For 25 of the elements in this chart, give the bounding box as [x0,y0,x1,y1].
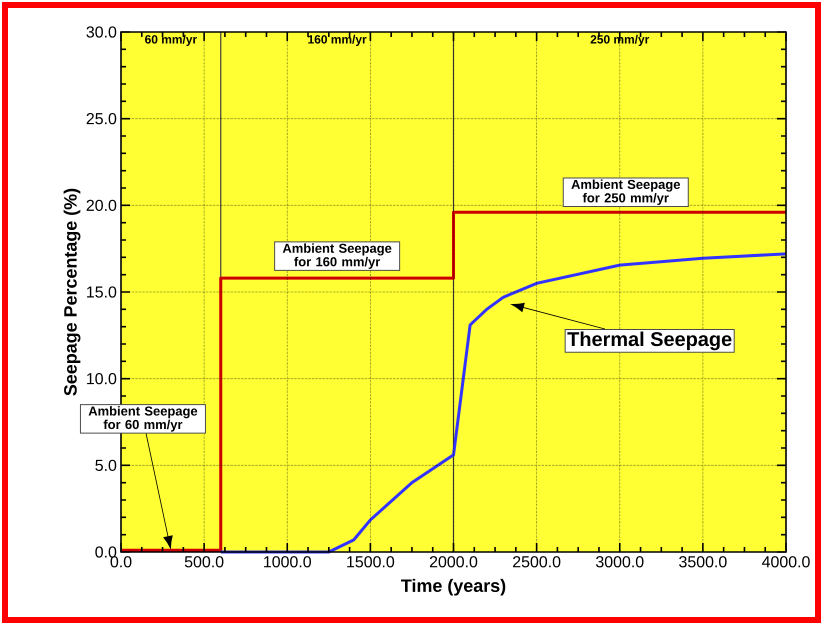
x-tick-label: 4000.0 [762,556,810,568]
y-tick-label: 15.0 [87,286,116,298]
y-tick-label: 20.0 [86,200,116,211]
x-tick-label: 1000.0 [264,556,311,568]
x-tick-label: 500.0 [184,556,224,568]
x-tick-label: 1500.0 [347,556,394,568]
band-label: 250 mm/yr [590,34,650,46]
y-tick-label: 10.0 [87,373,116,384]
annotation: Ambient Seepage for 250 mm/yr [571,179,680,206]
band-label: 160 mm/yr [308,34,366,46]
x-tick-label: 0.0 [110,556,132,568]
x-tick-label: 3500.0 [679,556,727,568]
x-tick-label: 2500.0 [513,556,560,568]
x-tick-label: 3000.0 [596,556,644,568]
x-axis-title: Time (years) [401,578,506,596]
y-tick-label: 25.0 [86,113,116,124]
annotation: Ambient Seepage for 160 mm/yr [282,243,392,269]
annotation: Ambient Seepage for 60 mm/yr [88,406,198,432]
band-label: 60 mm/yr [145,34,197,46]
y-axis-title: Seepage Percentage (%) [64,188,80,396]
annotation: Thermal Seepage [567,332,732,350]
y-tick-label: 0.0 [95,546,116,558]
x-tick-label: 2000.0 [430,556,478,568]
y-tick-label: 5.0 [95,460,116,471]
y-tick-label: 30.0 [86,26,116,38]
